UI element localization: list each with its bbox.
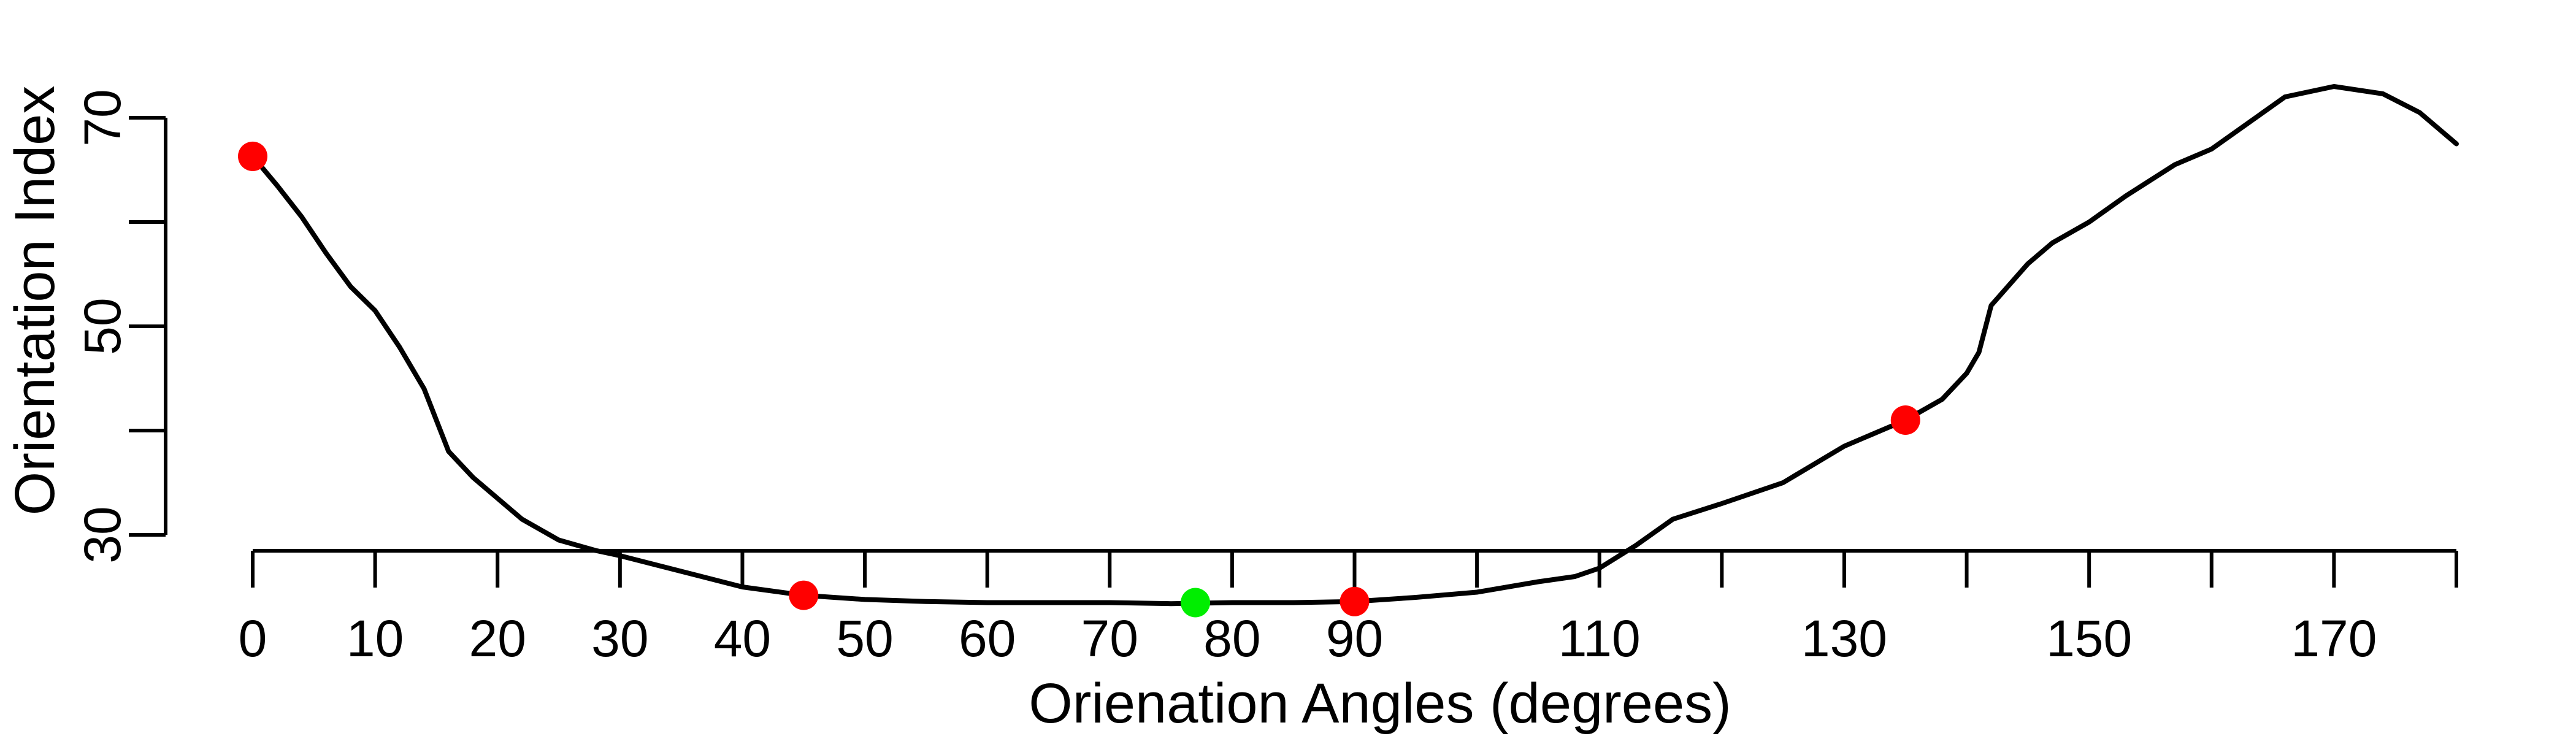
x-tick-label: 70 [1081, 610, 1138, 667]
highlight-point [1340, 586, 1370, 616]
y-tick-label: 50 [74, 297, 131, 355]
x-axis: 0 10 20 30 40 50 60 70 80 90 110 130 150 170 [239, 549, 2458, 667]
y-tick-label: 70 [74, 89, 131, 146]
highlight-point [789, 580, 819, 610]
x-tick-label: 60 [959, 610, 1016, 667]
x-tick-label: 150 [2046, 610, 2132, 667]
x-tick-label: 10 [347, 610, 404, 667]
x-tick-label: 110 [1558, 610, 1641, 667]
highlight-point [1181, 588, 1211, 618]
highlight-point [1890, 405, 1920, 435]
x-tick-label: 0 [239, 610, 267, 667]
x-tick-label: 80 [1203, 610, 1260, 667]
x-tick-label: 90 [1326, 610, 1383, 667]
x-tick-label: 30 [591, 610, 648, 667]
x-axis-title: Orienation Angles (degrees) [1029, 672, 1731, 735]
x-tick-label: 170 [2291, 610, 2377, 667]
x-tick-label: 40 [714, 610, 771, 667]
y-axis-title: Orientation Index [4, 86, 66, 516]
highlight-point [238, 141, 267, 171]
y-axis: 30 50 70 [74, 89, 167, 564]
y-tick-label: 30 [74, 506, 131, 563]
x-tick-label: 130 [1801, 610, 1887, 667]
plot-area [238, 84, 2459, 618]
x-tick-label: 50 [836, 610, 893, 667]
x-tick-label: 20 [469, 610, 526, 667]
series-line [250, 84, 2459, 607]
